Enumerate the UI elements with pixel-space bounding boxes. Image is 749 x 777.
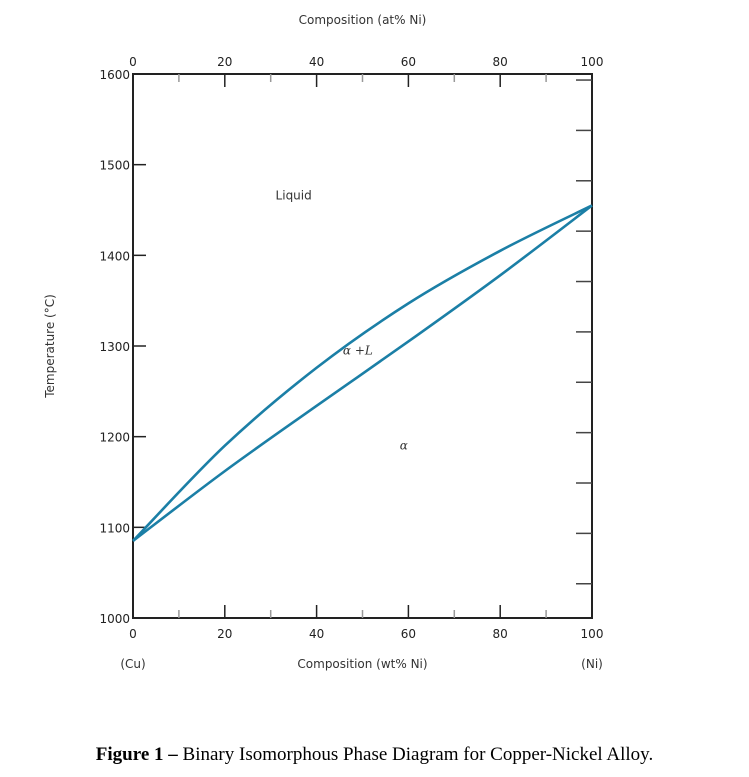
annotations: Liquid α +L α [276, 188, 408, 452]
phase-curves [132, 204, 593, 542]
x-tick-label: 40 [309, 627, 324, 641]
region-label: α +L [343, 344, 373, 358]
x-tick-label: 0 [129, 627, 137, 641]
y-tick-label: 1000 [99, 612, 130, 626]
y-tick-label: 1200 [99, 431, 130, 445]
liquidus-curve [132, 204, 593, 542]
x-end-label-left: (Cu) [120, 657, 145, 671]
x2-tick-label: 40 [309, 55, 324, 69]
x-tick-label: 60 [401, 627, 416, 641]
region-label: α [400, 439, 408, 453]
phase-diagram-chart: 0 20 40 60 80 1000 20 40 60 80 1001000110012001300… [43, 13, 603, 671]
axes: 0 20 40 60 80 1000 20 40 60 80 1001000110012001300… [43, 13, 603, 671]
region-label: Liquid [276, 188, 312, 202]
x-tick-label: 80 [493, 627, 508, 641]
x2-tick-label: 20 [217, 55, 232, 69]
caption-prefix: Figure 1 – [95, 744, 178, 765]
x-axis-label: Composition (wt% Ni) [297, 657, 427, 671]
x-tick-label: 20 [217, 627, 232, 641]
x2-tick-label: 60 [401, 55, 416, 69]
y-axis-label: Temperature (°C) [43, 294, 57, 399]
y-tick-label: 1400 [99, 249, 130, 263]
x-tick-label: 100 [581, 627, 604, 641]
y-tick-label: 1500 [99, 159, 130, 173]
x2-axis-label: Composition (at% Ni) [299, 13, 427, 27]
x-end-label-right: (Ni) [581, 657, 603, 671]
y-tick-label: 1100 [99, 521, 130, 535]
caption-text: Binary Isomorphous Phase Diagram for Cop… [177, 744, 654, 765]
y-tick-label: 1300 [99, 340, 130, 354]
x2-tick-label: 100 [581, 55, 604, 69]
solidus-curve [132, 204, 593, 542]
x2-tick-label: 0 [129, 55, 137, 69]
figure-caption: Figure 1 – Binary Isomorphous Phase Diag… [0, 744, 749, 766]
y-tick-label: 1600 [99, 68, 130, 82]
x2-tick-label: 80 [493, 55, 508, 69]
